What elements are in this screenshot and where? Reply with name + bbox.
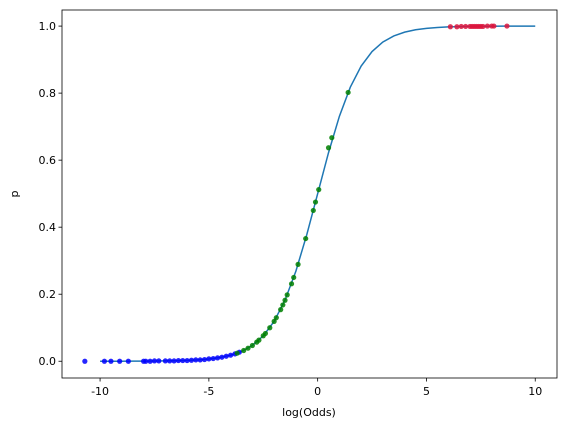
point (147, 358, 153, 364)
point (167, 358, 173, 364)
point (256, 337, 262, 343)
x-tick-label: -10 (91, 385, 109, 398)
point (210, 355, 216, 362)
point (282, 297, 288, 303)
point (312, 199, 319, 205)
point (280, 302, 286, 308)
point (484, 23, 490, 29)
point (117, 358, 123, 364)
point (143, 358, 149, 364)
y-tick-label: 0.6 (39, 154, 57, 167)
point (245, 345, 251, 351)
point (156, 358, 162, 364)
y-tick-label: 0.0 (39, 355, 57, 368)
point (295, 261, 301, 267)
y-axis-label: p (8, 190, 21, 197)
point (447, 24, 453, 30)
point (188, 357, 195, 363)
point (101, 358, 108, 364)
point (291, 274, 297, 281)
point (171, 358, 177, 364)
point (273, 315, 279, 321)
point (228, 352, 234, 358)
point (310, 207, 316, 214)
point (241, 347, 247, 354)
point (454, 24, 460, 30)
x-tick-label: 5 (423, 385, 430, 398)
y-tick-label: 0.8 (39, 87, 57, 100)
point (316, 187, 322, 193)
point (151, 358, 158, 364)
point (329, 135, 335, 141)
point (262, 330, 269, 337)
x-axis-label: log(Odds) (282, 406, 336, 419)
point (201, 356, 208, 363)
x-tick-label: 0 (314, 385, 321, 398)
y-tick-label: 1.0 (39, 20, 57, 33)
curve (100, 25, 536, 362)
point (193, 357, 199, 363)
point (162, 358, 168, 364)
point (480, 23, 486, 30)
point (303, 235, 309, 242)
point (458, 23, 464, 30)
y-tick-label: 0.2 (39, 288, 57, 301)
point (214, 355, 221, 361)
point (234, 350, 240, 356)
point (504, 23, 510, 29)
point (278, 307, 284, 313)
point (125, 358, 131, 364)
point (288, 281, 295, 287)
point (175, 357, 182, 364)
point (325, 145, 332, 151)
point (223, 353, 229, 359)
point (184, 357, 190, 364)
point (108, 358, 114, 364)
point (345, 89, 351, 96)
point (82, 358, 88, 364)
point (463, 23, 469, 30)
point (267, 325, 273, 331)
point (219, 354, 225, 360)
point (180, 357, 186, 364)
point (206, 356, 212, 362)
x-tick-label: 10 (528, 385, 542, 398)
y-tick-label: 0.4 (39, 221, 57, 234)
plot-frame (61, 9, 558, 379)
point (197, 357, 203, 363)
point (249, 342, 255, 349)
point (491, 23, 497, 29)
x-tick-label: -5 (203, 385, 214, 398)
point (284, 292, 290, 298)
